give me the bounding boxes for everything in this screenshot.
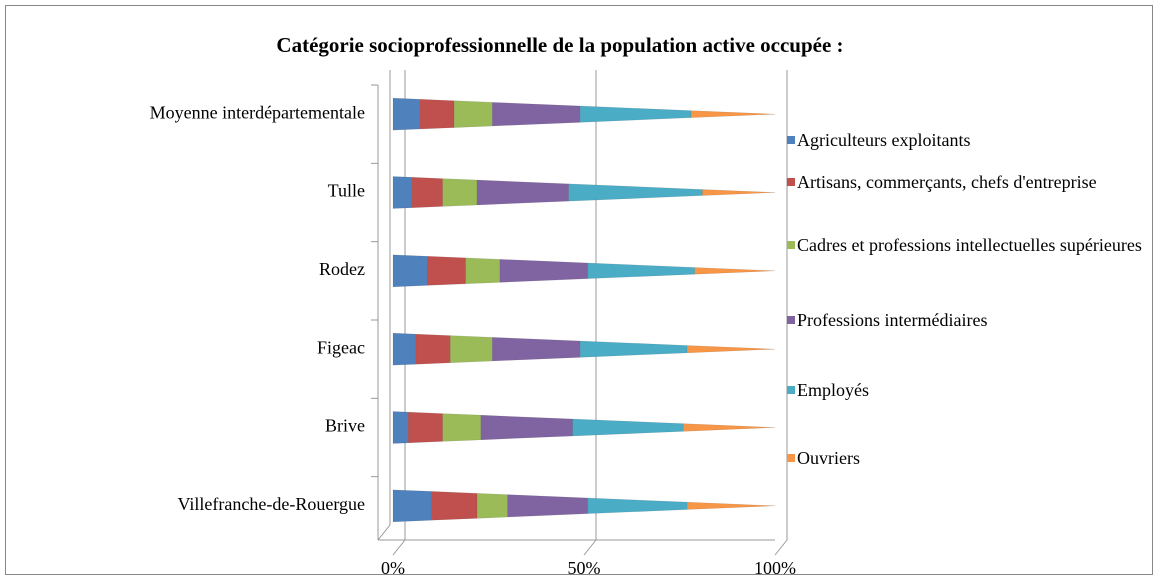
cone-segment bbox=[480, 414, 573, 441]
legend-swatch bbox=[787, 136, 795, 144]
cone-segment bbox=[683, 423, 776, 432]
cone-segment bbox=[392, 254, 428, 288]
y-tick-label: Brive bbox=[325, 416, 365, 436]
cone-segment bbox=[450, 335, 493, 364]
cone-segment bbox=[587, 497, 688, 514]
y-tick-label: Moyenne interdépartementale bbox=[150, 102, 365, 122]
cone-segment bbox=[572, 418, 684, 437]
cone-segment bbox=[492, 337, 581, 362]
cone-segment bbox=[419, 99, 455, 130]
legend-label: Employés bbox=[797, 380, 869, 400]
legend-swatch bbox=[787, 454, 795, 462]
legend-label: Cadres et professions intellectuelles su… bbox=[797, 235, 1142, 255]
cone-segment bbox=[442, 178, 478, 207]
cone-segment bbox=[392, 97, 420, 131]
cone-segment bbox=[415, 333, 451, 365]
cone-segment bbox=[579, 340, 688, 358]
legend-swatch bbox=[787, 386, 795, 394]
cone-segment bbox=[587, 262, 696, 279]
y-tick-label: Rodez bbox=[319, 259, 365, 279]
y-tick-label: Figeac bbox=[317, 337, 365, 357]
chart-title: Catégorie socioprofessionnelle de la pop… bbox=[276, 33, 843, 57]
grid-line bbox=[583, 70, 597, 556]
cone-segment bbox=[392, 176, 413, 209]
cone-segment bbox=[507, 494, 589, 518]
cone-segment bbox=[476, 493, 508, 519]
y-tick-label: Villefranche-de-Rouergue bbox=[178, 494, 366, 514]
cone-segment bbox=[492, 102, 581, 127]
grid-line bbox=[774, 70, 788, 556]
cone-segment bbox=[686, 345, 776, 354]
y-tick-label: Tulle bbox=[328, 181, 365, 201]
cone-segment bbox=[453, 100, 493, 128]
cone-segment bbox=[465, 257, 501, 285]
x-tick-label: 0% bbox=[381, 558, 405, 578]
cone-segment bbox=[579, 105, 692, 123]
cone-segment bbox=[686, 501, 776, 510]
x-tick-label: 50% bbox=[568, 558, 601, 578]
frame bbox=[5, 5, 1153, 575]
legend-swatch bbox=[787, 178, 795, 186]
cone-segment bbox=[392, 411, 409, 444]
cone-segment bbox=[392, 332, 417, 366]
cone-segment bbox=[702, 189, 776, 196]
legend-label: Ouvriers bbox=[797, 448, 860, 468]
cone-segment bbox=[411, 177, 443, 208]
cone-segment bbox=[499, 259, 589, 283]
grid-line bbox=[392, 70, 406, 556]
cone-segment bbox=[568, 183, 703, 202]
cone-segment bbox=[442, 413, 482, 442]
cone-segment bbox=[476, 179, 569, 206]
legend-swatch bbox=[787, 241, 795, 249]
legend-label: Professions intermédiaires bbox=[797, 310, 988, 330]
cone-segment bbox=[392, 489, 432, 523]
legend-label: Artisans, commerçants, chefs d'entrepris… bbox=[797, 172, 1097, 192]
cone-segment bbox=[427, 256, 466, 286]
legend-swatch bbox=[787, 316, 795, 324]
back-wall bbox=[377, 70, 391, 541]
x-tick-label: 100% bbox=[754, 558, 796, 578]
cone-segment bbox=[430, 491, 478, 521]
cone-segment bbox=[690, 110, 776, 118]
cone-segment bbox=[408, 411, 443, 444]
cone-segment bbox=[694, 267, 776, 275]
legend-label: Agriculteurs exploitants bbox=[797, 130, 971, 150]
